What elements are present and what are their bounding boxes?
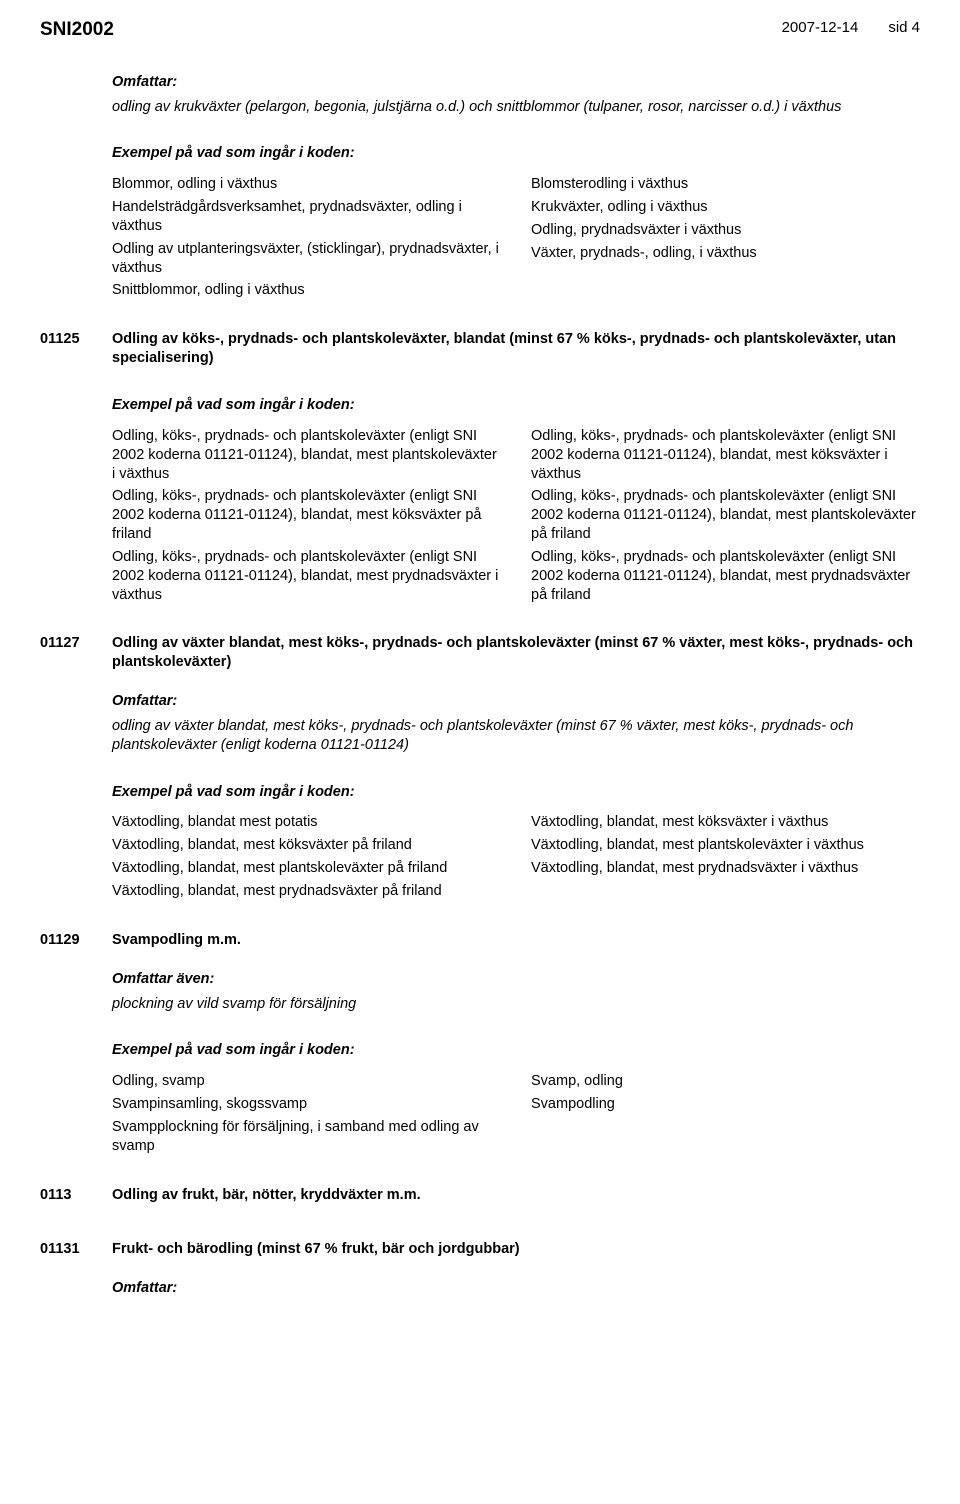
section-code: 01127	[40, 634, 112, 672]
section-01127-body: Omfattar: odling av växter blandat, mest…	[112, 692, 920, 905]
section-code: 01129	[40, 931, 112, 950]
list-item: Växtodling, blandat, mest plantskoleväxt…	[531, 836, 920, 855]
page-header: SNI2002 2007-12-14 sid 4	[40, 0, 920, 53]
exempel-columns: Odling, svamp Svampinsamling, skogssvamp…	[112, 1072, 920, 1159]
list-item: Odling, svamp	[112, 1072, 501, 1091]
list-item: Blommor, odling i växthus	[112, 175, 501, 194]
list-item: Växtodling, blandat, mest plantskoleväxt…	[112, 859, 501, 878]
section-code: 0113	[40, 1186, 112, 1205]
omfattar-body: odling av krukväxter (pelargon, begonia,…	[112, 98, 920, 117]
exempel-left-col: Växtodling, blandat mest potatis Växtodl…	[112, 813, 501, 904]
doc-meta: 2007-12-14 sid 4	[782, 18, 920, 38]
list-item: Växter, prydnads-, odling, i växthus	[531, 244, 920, 263]
exempel-label: Exempel på vad som ingår i koden:	[112, 1041, 920, 1060]
omfattar-aven-body: plockning av vild svamp för försäljning	[112, 995, 920, 1014]
list-item: Blomsterodling i växthus	[531, 175, 920, 194]
exempel-columns: Växtodling, blandat mest potatis Växtodl…	[112, 813, 920, 904]
exempel-left-col: Odling, köks-, prydnads- och plantskolev…	[112, 427, 501, 609]
list-item: Odling, köks-, prydnads- och plantskolev…	[112, 548, 501, 605]
list-item: Odling av utplanteringsväxter, (sticklin…	[112, 240, 501, 278]
list-item: Odling, köks-, prydnads- och plantskolev…	[112, 487, 501, 544]
exempel-left-col: Blommor, odling i växthus Handelsträdgår…	[112, 175, 501, 304]
list-item: Växtodling, blandat, mest prydnadsväxter…	[112, 882, 501, 901]
exempel-left-col: Odling, svamp Svampinsamling, skogssvamp…	[112, 1072, 501, 1159]
omfattar-aven-label: Omfattar även:	[112, 970, 920, 989]
doc-page: sid 4	[888, 18, 920, 38]
list-item: Växtodling, blandat mest potatis	[112, 813, 501, 832]
top-omfattar-block: Omfattar: odling av krukväxter (pelargon…	[112, 73, 920, 305]
section-01129: 01129 Svampodling m.m.	[40, 931, 920, 950]
section-title: Frukt- och bärodling (minst 67 % frukt, …	[112, 1240, 920, 1259]
exempel-right-col: Blomsterodling i växthus Krukväxter, odl…	[531, 175, 920, 304]
section-01131: 01131 Frukt- och bärodling (minst 67 % f…	[40, 1240, 920, 1259]
section-title: Odling av växter blandat, mest köks-, pr…	[112, 634, 920, 672]
list-item: Odling, köks-, prydnads- och plantskolev…	[531, 487, 920, 544]
section-title: Odling av frukt, bär, nötter, kryddväxte…	[112, 1186, 920, 1205]
list-item: Svampplockning för försäljning, i samban…	[112, 1118, 501, 1156]
section-0113: 0113 Odling av frukt, bär, nötter, krydd…	[40, 1186, 920, 1205]
section-code: 01125	[40, 330, 112, 368]
document-page: SNI2002 2007-12-14 sid 4 Omfattar: odlin…	[0, 0, 960, 1504]
list-item: Svampinsamling, skogssvamp	[112, 1095, 501, 1114]
list-item: Odling, köks-, prydnads- och plantskolev…	[531, 548, 920, 605]
list-item: Odling, köks-, prydnads- och plantskolev…	[112, 427, 501, 484]
omfattar-body: odling av växter blandat, mest köks-, pr…	[112, 717, 920, 755]
section-01125-body: Exempel på vad som ingår i koden: Odling…	[112, 396, 920, 608]
section-01131-body: Omfattar:	[112, 1279, 920, 1298]
list-item: Svampodling	[531, 1095, 920, 1114]
list-item: Odling, köks-, prydnads- och plantskolev…	[531, 427, 920, 484]
section-01125: 01125 Odling av köks-, prydnads- och pla…	[40, 330, 920, 368]
omfattar-label: Omfattar:	[112, 692, 920, 711]
section-code: 01131	[40, 1240, 112, 1259]
doc-date: 2007-12-14	[782, 18, 859, 38]
list-item: Växtodling, blandat, mest köksväxter på …	[112, 836, 501, 855]
exempel-label: Exempel på vad som ingår i koden:	[112, 396, 920, 415]
list-item: Odling, prydnadsväxter i växthus	[531, 221, 920, 240]
exempel-right-col: Odling, köks-, prydnads- och plantskolev…	[531, 427, 920, 609]
exempel-label: Exempel på vad som ingår i koden:	[112, 783, 920, 802]
list-item: Krukväxter, odling i växthus	[531, 198, 920, 217]
section-01129-body: Omfattar även: plockning av vild svamp f…	[112, 970, 920, 1160]
section-title: Odling av köks-, prydnads- och plantskol…	[112, 330, 920, 368]
exempel-right-col: Växtodling, blandat, mest köksväxter i v…	[531, 813, 920, 904]
exempel-columns: Blommor, odling i växthus Handelsträdgår…	[112, 175, 920, 304]
exempel-right-col: Svamp, odling Svampodling	[531, 1072, 920, 1159]
list-item: Handelsträdgårdsverksamhet, prydnadsväxt…	[112, 198, 501, 236]
section-01127: 01127 Odling av växter blandat, mest kök…	[40, 634, 920, 672]
list-item: Svamp, odling	[531, 1072, 920, 1091]
list-item: Växtodling, blandat, mest prydnadsväxter…	[531, 859, 920, 878]
list-item: Snittblommor, odling i växthus	[112, 281, 501, 300]
omfattar-label: Omfattar:	[112, 73, 920, 92]
doc-title: SNI2002	[40, 18, 114, 43]
section-title: Svampodling m.m.	[112, 931, 920, 950]
omfattar-label: Omfattar:	[112, 1279, 920, 1298]
exempel-label: Exempel på vad som ingår i koden:	[112, 144, 920, 163]
exempel-columns: Odling, köks-, prydnads- och plantskolev…	[112, 427, 920, 609]
list-item: Växtodling, blandat, mest köksväxter i v…	[531, 813, 920, 832]
